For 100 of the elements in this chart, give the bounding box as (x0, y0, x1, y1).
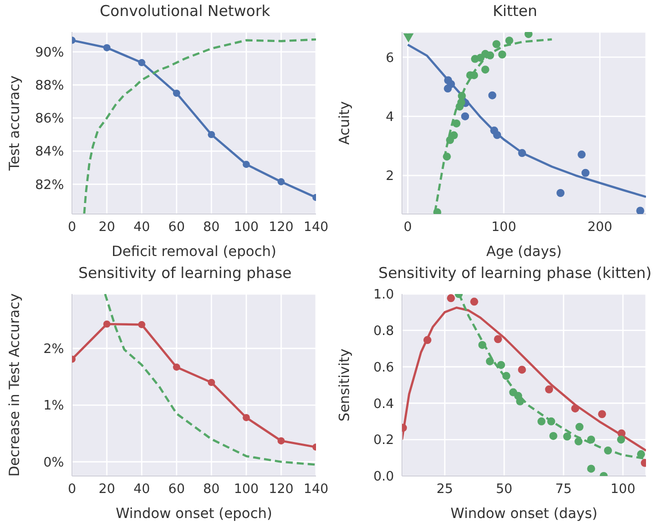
point (458, 92, 466, 100)
chart-title: Sensitivity of learning phase (kitten) (377, 263, 653, 284)
point (461, 112, 470, 120)
y-tick-label: 1% (43, 398, 64, 414)
x-tick-label: 0 (68, 482, 76, 498)
point (502, 372, 510, 380)
x-tick-label: 75 (555, 482, 572, 498)
point (138, 59, 146, 66)
x-tick-label: 100 (234, 482, 259, 498)
x-tick-label: 60 (168, 220, 185, 236)
point (587, 436, 596, 444)
y-axis-title: Test accuracy (6, 75, 23, 172)
x-tick-label: 0 (404, 220, 412, 236)
y-tick-label: 86% (35, 112, 64, 127)
point (403, 33, 414, 43)
y-tick-label: 88% (35, 78, 64, 94)
x-tick-label: 120 (268, 220, 294, 236)
x-tick-label: 40 (133, 220, 150, 236)
point (574, 437, 583, 446)
point (172, 364, 180, 371)
point (505, 36, 514, 45)
point (486, 357, 494, 366)
point (556, 188, 565, 197)
x-axis-title: Window onset (epoch) (116, 506, 272, 522)
point (442, 152, 451, 161)
x-tick-label: 25 (436, 482, 454, 498)
point (452, 119, 460, 128)
point (497, 360, 506, 369)
y-tick-label: 4 (386, 110, 394, 125)
x-tick-label: 80 (203, 482, 220, 498)
chart-title: Sensitivity of learning phase (77, 263, 293, 284)
point (278, 437, 285, 444)
x-axis-title: Window onset (days) (450, 506, 598, 522)
point (598, 410, 606, 418)
point (524, 32, 533, 38)
y-axis-title: Decrease in Test Accuracy (6, 293, 23, 477)
point (446, 294, 455, 302)
point (103, 44, 110, 52)
y-tick-label: 0% (43, 455, 64, 470)
point (518, 149, 526, 158)
point (242, 160, 250, 168)
y-tick-label: 0.2 (373, 433, 394, 448)
y-axis-title: Sensitivity (336, 348, 353, 422)
point (578, 150, 586, 159)
point (446, 80, 455, 88)
y-tick-label: 6 (386, 50, 394, 66)
x-tick-label: 20 (98, 220, 116, 236)
point (498, 50, 506, 58)
point (103, 320, 110, 328)
point (518, 366, 526, 374)
point (481, 66, 490, 74)
y-tick-label: 2% (43, 342, 64, 358)
line-series (104, 294, 316, 466)
y-tick-label: 90% (35, 45, 64, 60)
x-tick-label: 140 (304, 482, 328, 498)
point (494, 335, 502, 344)
x-tick-label: 120 (268, 482, 294, 498)
point (470, 298, 478, 306)
y-tick-label: 2 (386, 169, 394, 184)
x-axis-title: Age (days) (486, 244, 562, 260)
point (571, 404, 580, 412)
x-tick-label: 100 (491, 220, 516, 236)
point (547, 417, 556, 426)
x-tick-label: 200 (587, 220, 612, 236)
point (450, 131, 458, 140)
chart-title: Convolutional Network (98, 1, 272, 22)
y-axis-title: Acuity (336, 101, 353, 145)
point (549, 432, 558, 440)
point (636, 206, 644, 214)
x-tick-label: 100 (610, 482, 636, 498)
point (581, 168, 590, 177)
point (278, 178, 285, 186)
point (208, 130, 216, 138)
point (545, 385, 554, 394)
x-tick-label: 100 (234, 220, 259, 236)
chart-title: Kitten (492, 1, 538, 22)
x-axis-title: Deficit removal (epoch) (112, 244, 276, 260)
x-tick-label: 80 (203, 220, 220, 236)
x-tick-label: 140 (304, 220, 328, 236)
x-tick-label: 40 (133, 482, 150, 498)
point (493, 130, 502, 139)
point (537, 417, 546, 426)
y-tick-label: 0.6 (373, 360, 394, 376)
point (478, 340, 486, 349)
point (423, 336, 432, 344)
y-tick-label: 0.0 (373, 470, 394, 485)
point (617, 436, 626, 444)
point (242, 414, 250, 422)
y-tick-label: 82% (35, 178, 64, 193)
point (486, 51, 494, 60)
point (587, 464, 596, 473)
x-tick-label: 20 (98, 482, 116, 498)
x-tick-label: 0 (68, 220, 76, 236)
point (492, 40, 500, 48)
point (563, 432, 572, 441)
y-tick-label: 0.8 (373, 324, 394, 340)
x-tick-label: 50 (496, 482, 512, 498)
point (172, 90, 180, 97)
x-tick-label: 60 (168, 482, 185, 498)
point (208, 378, 216, 386)
